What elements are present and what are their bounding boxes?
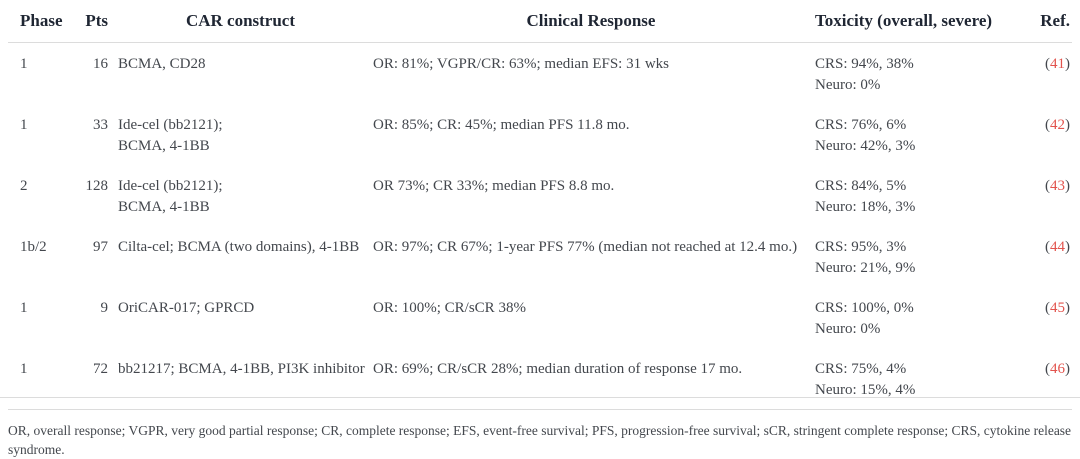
toxicity-line: CRS: 100%, 0% bbox=[815, 300, 914, 316]
cell-phase: 1 bbox=[20, 56, 28, 72]
ref-number: 43 bbox=[1050, 178, 1065, 194]
table-row: 2 128 Ide-cel (bb2121); BCMA, 4-1BB OR 73%; … bbox=[8, 165, 1072, 226]
toxicity-line: Neuro: 21%, 9% bbox=[815, 259, 916, 276]
cell-car-construct: Ide-cel (bb2121); BCMA, 4-1BB bbox=[108, 104, 373, 165]
table-body: 1 16 BCMA, CD28 OR: 81%; VGPR/CR: 63%; medi… bbox=[8, 43, 1072, 410]
cell-phase: 1 bbox=[20, 300, 28, 316]
ref-paren-close: ) bbox=[1065, 56, 1070, 72]
toxicity-line: Neuro: 18%, 3% bbox=[815, 198, 916, 215]
cell-clinical-response: OR 73%; CR 33%; median PFS 8.8 mo. bbox=[373, 178, 615, 194]
construct-line: Cilta-cel; BCMA (two domains), 4-1BB bbox=[118, 239, 360, 255]
toxicity-line: Neuro: 42%, 3% bbox=[815, 137, 916, 154]
cell-pts: 97 bbox=[93, 239, 108, 255]
cell-toxicity: CRS: 84%, 5% Neuro: 18%, 3% bbox=[809, 165, 1024, 226]
column-header-phase: Phase bbox=[8, 0, 70, 43]
cell-ref: (41) bbox=[1024, 43, 1072, 105]
column-header-toxicity: Toxicity (overall, severe) bbox=[809, 0, 1024, 43]
cell-car-construct: BCMA, CD28 bbox=[108, 43, 373, 105]
construct-line: BCMA, CD28 bbox=[118, 56, 206, 72]
cell-car-construct: bb21217; BCMA, 4-1BB, PI3K inhibitor bbox=[108, 348, 373, 409]
cell-ref: (44) bbox=[1024, 226, 1072, 287]
construct-line: Ide-cel (bb2121); bbox=[118, 178, 223, 194]
header-row: Phase Pts CAR construct Clinical Response To… bbox=[8, 0, 1072, 43]
cell-car-construct: Cilta-cel; BCMA (two domains), 4-1BB bbox=[108, 226, 373, 287]
column-header-response: Clinical Response bbox=[373, 0, 809, 43]
toxicity-line: CRS: 75%, 4% bbox=[815, 361, 907, 377]
cell-phase: 2 bbox=[20, 178, 28, 194]
ref-paren-close: ) bbox=[1065, 300, 1070, 316]
cell-toxicity: CRS: 75%, 4% Neuro: 15%, 4% bbox=[809, 348, 1024, 409]
reference-link[interactable]: (45) bbox=[1045, 300, 1070, 316]
cell-ref: (43) bbox=[1024, 165, 1072, 226]
cell-pts: 9 bbox=[100, 300, 109, 316]
ref-paren-open: ( bbox=[1045, 239, 1050, 255]
clinical-trials-table: Phase Pts CAR construct Clinical Response To… bbox=[8, 0, 1072, 409]
reference-link[interactable]: (44) bbox=[1045, 239, 1070, 255]
cell-pts: 72 bbox=[93, 361, 108, 377]
reference-link[interactable]: (43) bbox=[1045, 178, 1070, 194]
cell-ref: (42) bbox=[1024, 104, 1072, 165]
ref-paren-open: ( bbox=[1045, 117, 1050, 133]
ref-paren-close: ) bbox=[1065, 239, 1070, 255]
reference-link[interactable]: (46) bbox=[1045, 361, 1070, 377]
toxicity-line: CRS: 84%, 5% bbox=[815, 178, 907, 194]
ref-paren-open: ( bbox=[1045, 361, 1050, 377]
cell-car-construct: OriCAR-017; GPRCD bbox=[108, 287, 373, 348]
cell-phase: 1b/2 bbox=[20, 239, 47, 255]
cell-clinical-response: OR: 100%; CR/sCR 38% bbox=[373, 300, 526, 316]
table-row: 1 9 OriCAR-017; GPRCD OR: 100%; CR/sCR 38% C… bbox=[8, 287, 1072, 348]
toxicity-line: CRS: 95%, 3% bbox=[815, 239, 907, 255]
cell-clinical-response: OR: 97%; CR 67%; 1-year PFS 77% (median … bbox=[373, 239, 798, 255]
reference-link[interactable]: (41) bbox=[1045, 56, 1070, 72]
ref-paren-open: ( bbox=[1045, 56, 1050, 72]
cell-ref: (46) bbox=[1024, 348, 1072, 409]
reference-link[interactable]: (42) bbox=[1045, 117, 1070, 133]
ref-paren-open: ( bbox=[1045, 178, 1050, 194]
cell-car-construct: Ide-cel (bb2121); BCMA, 4-1BB bbox=[108, 165, 373, 226]
construct-line: bb21217; BCMA, 4-1BB, PI3K inhibitor bbox=[118, 361, 365, 377]
toxicity-line: Neuro: 15%, 4% bbox=[815, 381, 916, 398]
cell-toxicity: CRS: 76%, 6% Neuro: 42%, 3% bbox=[809, 104, 1024, 165]
cell-ref: (45) bbox=[1024, 287, 1072, 348]
table-row: 1 72 bb21217; BCMA, 4-1BB, PI3K inhibitor O… bbox=[8, 348, 1072, 409]
ref-number: 41 bbox=[1050, 56, 1065, 72]
ref-paren-close: ) bbox=[1065, 361, 1070, 377]
table-row: 1 16 BCMA, CD28 OR: 81%; VGPR/CR: 63%; medi… bbox=[8, 43, 1072, 105]
cell-pts: 33 bbox=[93, 117, 108, 133]
table-row: 1b/2 97 Cilta-cel; BCMA (two domains), 4-1… bbox=[8, 226, 1072, 287]
cell-clinical-response: OR: 85%; CR: 45%; median PFS 11.8 mo. bbox=[373, 117, 630, 133]
ref-number: 45 bbox=[1050, 300, 1065, 316]
table-footnote: OR, overall response; VGPR, very good pa… bbox=[8, 423, 1072, 457]
bottom-divider bbox=[0, 397, 1080, 398]
cell-phase: 1 bbox=[20, 361, 28, 377]
table-header: Phase Pts CAR construct Clinical Response To… bbox=[8, 0, 1072, 43]
column-header-pts: Pts bbox=[70, 0, 108, 43]
cell-pts: 16 bbox=[93, 56, 108, 72]
cell-clinical-response: OR: 81%; VGPR/CR: 63%; median EFS: 31 wk… bbox=[373, 56, 670, 72]
construct-line: BCMA, 4-1BB bbox=[118, 137, 210, 154]
table-row: 1 33 Ide-cel (bb2121); BCMA, 4-1BB OR: 85%; … bbox=[8, 104, 1072, 165]
column-header-construct: CAR construct bbox=[108, 0, 373, 43]
cell-pts: 128 bbox=[85, 178, 109, 194]
cell-toxicity: CRS: 100%, 0% Neuro: 0% bbox=[809, 287, 1024, 348]
toxicity-line: CRS: 94%, 38% bbox=[815, 56, 914, 72]
construct-line: Ide-cel (bb2121); bbox=[118, 117, 223, 133]
cell-phase: 1 bbox=[20, 117, 28, 133]
ref-paren-close: ) bbox=[1065, 117, 1070, 133]
ref-number: 42 bbox=[1050, 117, 1065, 133]
toxicity-line: Neuro: 0% bbox=[815, 320, 881, 337]
cell-toxicity: CRS: 95%, 3% Neuro: 21%, 9% bbox=[809, 226, 1024, 287]
toxicity-line: Neuro: 0% bbox=[815, 76, 881, 93]
cell-clinical-response: OR: 69%; CR/sCR 28%; median duration of … bbox=[373, 361, 743, 377]
cell-toxicity: CRS: 94%, 38% Neuro: 0% bbox=[809, 43, 1024, 105]
ref-number: 46 bbox=[1050, 361, 1065, 377]
ref-paren-close: ) bbox=[1065, 178, 1070, 194]
toxicity-line: CRS: 76%, 6% bbox=[815, 117, 907, 133]
construct-line: OriCAR-017; GPRCD bbox=[118, 300, 255, 316]
ref-number: 44 bbox=[1050, 239, 1065, 255]
column-header-ref: Ref. bbox=[1024, 0, 1072, 43]
construct-line: BCMA, 4-1BB bbox=[118, 198, 210, 215]
ref-paren-open: ( bbox=[1045, 300, 1050, 316]
